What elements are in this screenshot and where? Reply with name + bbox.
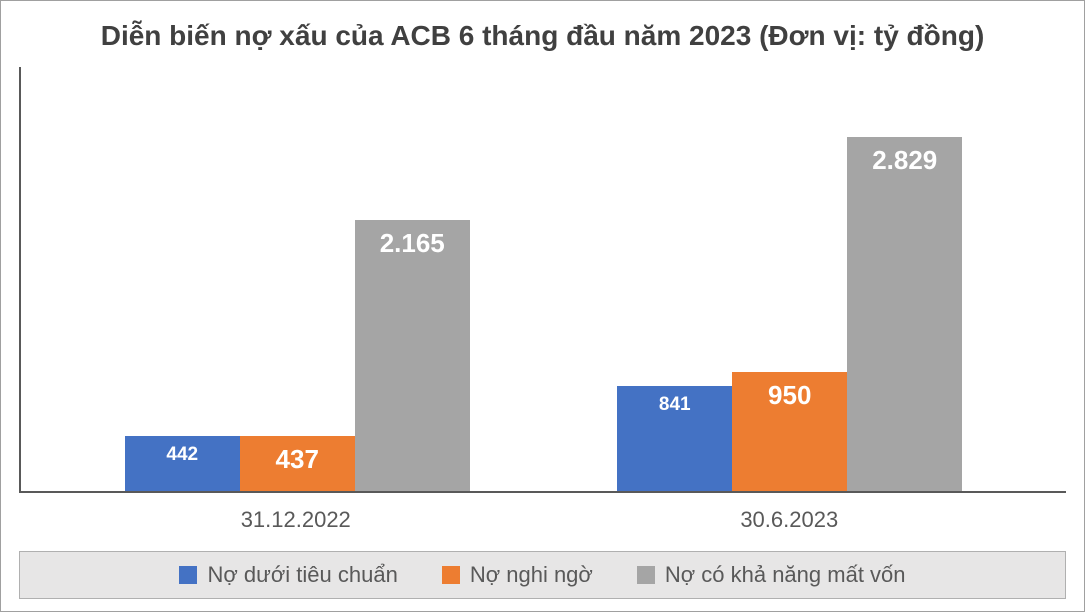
bar-value-label: 950 [732,380,847,411]
bar: 437 [240,436,355,491]
bar-value-label: 2.829 [847,145,962,176]
bar-value-label: 2.165 [355,228,470,259]
x-axis-label: 30.6.2023 [543,507,1037,533]
bar-value-label: 841 [617,394,732,416]
legend-item: Nợ có khả năng mất vốn [637,562,906,588]
bar-value-label: 442 [125,444,240,466]
bar-value-label: 437 [240,444,355,475]
bar: 841 [617,386,732,491]
bar: 2.829 [847,137,962,491]
legend-item: Nợ nghi ngờ [442,562,593,588]
bar: 2.165 [355,220,470,491]
x-axis: 31.12.202230.6.2023 [19,493,1066,551]
legend-item: Nợ dưới tiêu chuẩn [179,562,397,588]
plot-area: 442437 2.165 841950 2.829 [19,67,1066,493]
legend-swatch [442,566,460,584]
bar: 442 [125,436,240,491]
legend-label: Nợ có khả năng mất vốn [665,562,906,588]
legend-label: Nợ nghi ngờ [470,562,593,588]
chart-title: Diễn biến nợ xấu của ACB 6 tháng đầu năm… [19,11,1066,67]
legend: Nợ dưới tiêu chuẩn Nợ nghi ngờ Nợ có khả n… [19,551,1066,599]
x-axis-label: 31.12.2022 [49,507,543,533]
legend-label: Nợ dưới tiêu chuẩn [207,562,397,588]
legend-swatch [637,566,655,584]
bar-group: 442437 2.165 [125,220,470,491]
bar: 950 [732,372,847,491]
chart-container: Diễn biến nợ xấu của ACB 6 tháng đầu năm… [0,0,1085,612]
bar-group: 841950 2.829 [617,137,962,491]
legend-swatch [179,566,197,584]
